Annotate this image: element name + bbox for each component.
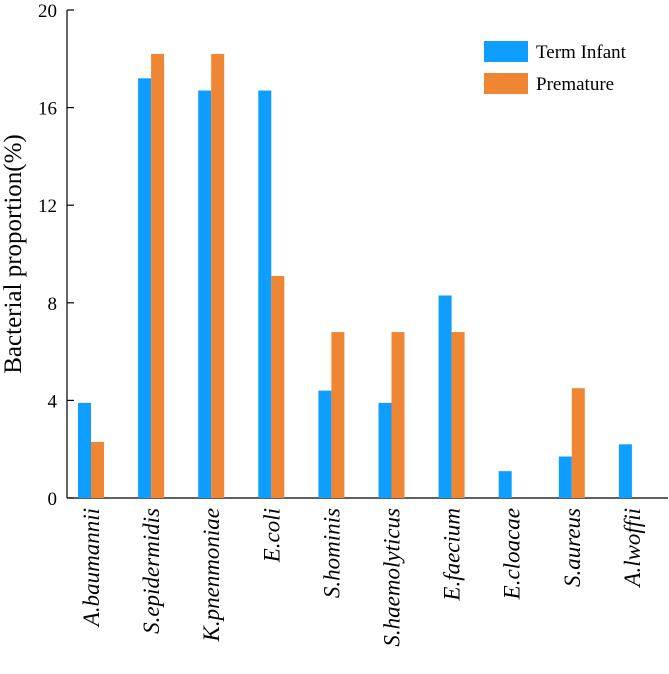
bar-term-infant-e-faecium [438, 295, 452, 498]
bar-term-infant-a-lwoffii [618, 444, 632, 498]
bar-term-infant-k-pnenmoniae [198, 90, 212, 499]
x-category-label: S.epidermidis [139, 508, 164, 634]
x-category-label: E.faecium [440, 508, 465, 602]
legend-swatch [484, 41, 528, 62]
legend-label: Premature [536, 74, 614, 95]
y-ticks: 0 4 8 12 16 20 [38, 1, 74, 510]
bar-premature-s-epidermidis [151, 53, 165, 499]
bar-premature-s-hominis [331, 332, 345, 498]
bar-term-infant-s-hominis [318, 390, 332, 498]
bar-term-infant-e-coli [258, 90, 272, 499]
y-axis-title: Bacterial proportion(%) [0, 134, 27, 374]
y-tick-label: 16 [38, 99, 57, 120]
bar-premature-e-coli [271, 275, 285, 498]
y-tick-label: 20 [38, 1, 57, 22]
bar-term-infant-s-epidermidis [138, 78, 152, 498]
legend-label: Term Infant [536, 42, 627, 63]
bar-term-infant-s-aureus [558, 456, 572, 498]
x-category-label: A.baumannii [79, 508, 104, 628]
x-category-label: K.pnenmoniae [199, 508, 224, 643]
bar-premature-a-baumannii [91, 441, 104, 498]
bar-premature-s-aureus [571, 388, 585, 498]
x-category-label: E.cloacae [500, 508, 525, 600]
x-category-label: E.coli [259, 508, 284, 563]
x-category-labels: A.baumannii S.epidermidis K.pnenmoniae E.co… [79, 508, 645, 647]
legend: Term Infant Premature [484, 41, 627, 95]
y-tick-label: 8 [48, 294, 58, 315]
bars [78, 53, 632, 499]
bar-term-infant-a-baumannii [78, 402, 91, 498]
bar-premature-e-faecium [451, 332, 465, 498]
x-category-label: S.hominis [319, 508, 344, 598]
x-category-label: A.lwoffii [620, 508, 645, 589]
bar-premature-s-haemolyticus [391, 332, 405, 498]
y-tick-label: 4 [48, 391, 58, 412]
legend-swatch [484, 73, 528, 94]
y-tick-label: 12 [38, 196, 57, 217]
y-tick-label: 0 [48, 489, 58, 510]
bar-premature-k-pnenmoniae [211, 53, 225, 499]
bar-term-infant-s-haemolyticus [378, 402, 392, 498]
x-category-label: S.aureus [560, 508, 585, 587]
x-category-label: S.haemolyticus [380, 508, 405, 647]
bar-term-infant-e-cloacae [498, 471, 512, 498]
